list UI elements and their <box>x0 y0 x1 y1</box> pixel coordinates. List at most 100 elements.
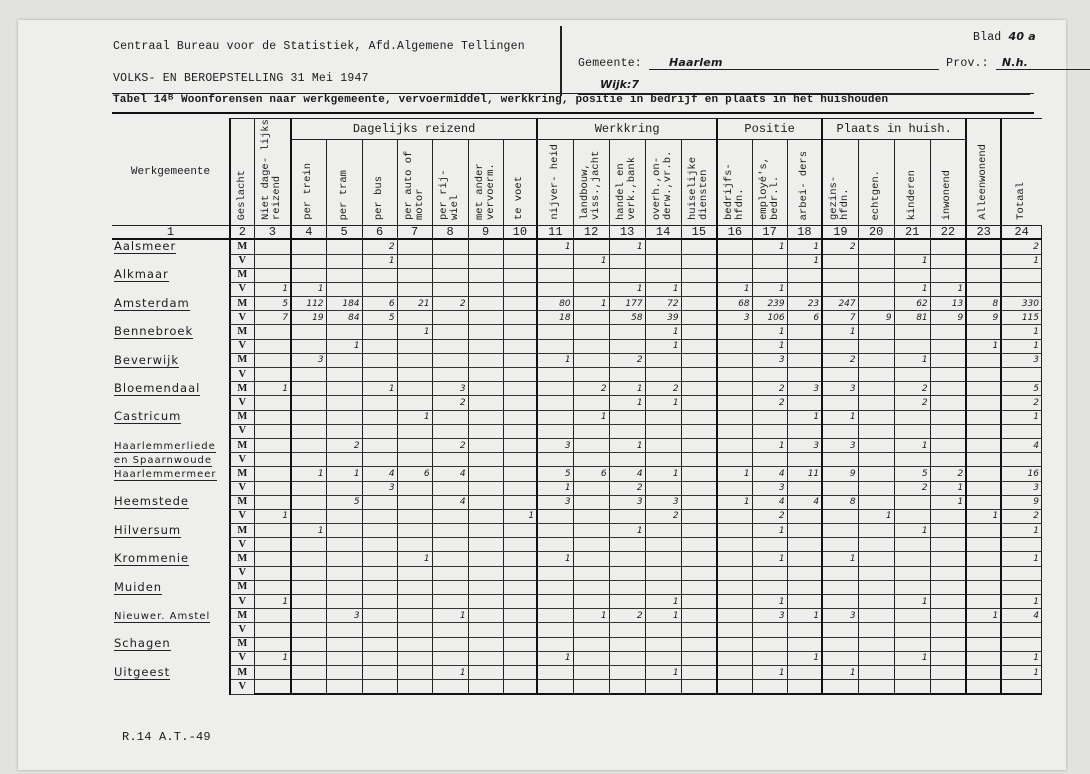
cell-col-6 <box>361 622 398 638</box>
cell-col-22 <box>929 238 967 255</box>
cell-col-3 <box>253 466 292 482</box>
cell-col-18 <box>786 508 823 525</box>
cell-col-7 <box>396 381 433 397</box>
blad-number: Blad 40 a <box>973 30 1036 44</box>
werkgemeente-name <box>112 396 230 410</box>
cell-col-8 <box>431 366 469 383</box>
cell-col-13 <box>608 267 646 283</box>
cell-col-19 <box>821 281 859 298</box>
werkgemeente-name: Haarlemmerliede <box>114 440 216 453</box>
cell-col-20 <box>857 423 895 439</box>
blad-label: Blad <box>973 31 1002 44</box>
cell-col-23 <box>965 366 1002 383</box>
cell-col-11 <box>536 565 574 581</box>
werkgemeente-name <box>112 538 230 552</box>
column-number: 18 <box>786 225 823 240</box>
cell-col-18 <box>786 664 823 681</box>
table-row: V 7 19 84 5 18 58 39 3 106 6 7 9 81 9 9 115 <box>112 310 1043 326</box>
cell-col-9 <box>467 409 504 425</box>
cell-col-22 <box>929 437 967 454</box>
cell-col-6 <box>361 267 398 283</box>
cell-col-10 <box>502 679 538 696</box>
cell-col-15 <box>680 565 718 581</box>
cell-col-12 <box>572 579 610 596</box>
cell-col-17 <box>751 622 788 638</box>
cell-col-22 <box>929 508 967 525</box>
cell-col-17: 1 <box>751 437 788 454</box>
cell-col-8 <box>431 650 469 666</box>
table-row: V <box>112 565 1043 581</box>
cell-col-16 <box>716 537 753 553</box>
cell-col-4 <box>290 636 327 652</box>
cell-col-22 <box>929 593 967 610</box>
cell-col-5: 1 <box>325 466 363 482</box>
cell-col-11 <box>536 664 574 681</box>
geslacht-v: V <box>229 452 255 468</box>
cell-col-15 <box>680 267 718 283</box>
cell-col-16 <box>716 579 753 596</box>
cell-col-15 <box>680 253 718 269</box>
cell-col-5 <box>325 409 363 425</box>
cell-col-7: 6 <box>396 466 433 482</box>
cell-col-5 <box>325 636 363 652</box>
cell-col-11 <box>536 537 574 553</box>
cell-col-6 <box>361 437 398 454</box>
col-header-20: echtgen. <box>857 139 895 226</box>
cell-col-9 <box>467 466 504 482</box>
cell-col-21 <box>893 508 931 525</box>
cell-col-18: 1 <box>786 238 823 255</box>
cell-col-12 <box>572 437 610 454</box>
cell-col-12 <box>572 523 610 539</box>
column-number: 13 <box>608 225 646 240</box>
cell-col-20 <box>857 664 895 681</box>
cell-col-23: 1 <box>965 338 1002 354</box>
cell-col-9 <box>467 593 504 610</box>
cell-col-18 <box>786 352 823 369</box>
col-header-7: per auto of motor <box>396 139 433 226</box>
cell-col-14 <box>644 551 682 567</box>
cell-col-22 <box>929 324 967 340</box>
cell-col-6 <box>361 338 398 354</box>
cell-col-14: 1 <box>644 324 682 340</box>
cell-col-7 <box>396 622 433 638</box>
cell-col-21: 2 <box>893 480 931 496</box>
cell-col-12 <box>572 664 610 681</box>
cell-col-5 <box>325 238 363 255</box>
werkgemeente-name: Alkmaar <box>114 267 169 283</box>
geslacht-v: V <box>229 593 255 610</box>
cell-col-4 <box>290 679 327 696</box>
cell-col-9 <box>467 238 504 255</box>
cell-col-11: 1 <box>536 480 574 496</box>
cell-col-14: 3 <box>644 494 682 510</box>
cell-col-23 <box>965 238 1002 255</box>
cell-col-7 <box>396 579 433 596</box>
cell-col-18 <box>786 622 823 638</box>
cell-col-20 <box>857 622 895 638</box>
cell-col-16 <box>716 523 753 539</box>
cell-col-24: 5 <box>1000 381 1043 397</box>
cell-col-24: 16 <box>1000 466 1043 482</box>
cell-col-13 <box>608 423 646 439</box>
table-row: Bloemendaal M 1 1 3 2 1 2 2 3 3 2 5 <box>112 380 1043 397</box>
cell-col-10 <box>502 664 538 681</box>
cell-col-6 <box>361 579 398 596</box>
cell-col-21 <box>893 565 931 581</box>
cell-col-5: 5 <box>325 494 363 510</box>
cell-col-11 <box>536 366 574 383</box>
cell-col-15 <box>680 466 718 482</box>
cell-col-7 <box>396 508 433 525</box>
cell-col-24 <box>1000 622 1043 638</box>
cell-col-21: 1 <box>893 253 931 269</box>
cell-col-8 <box>431 423 469 439</box>
cell-col-21 <box>893 238 931 255</box>
cell-col-24: 2 <box>1000 508 1043 525</box>
cell-col-7 <box>396 452 433 468</box>
cell-col-7 <box>396 679 433 696</box>
cell-col-11 <box>536 579 574 596</box>
cell-col-3 <box>253 409 292 425</box>
cell-col-15 <box>680 636 718 652</box>
geslacht-v: V <box>229 480 255 496</box>
cell-col-3 <box>253 395 292 411</box>
cell-col-16: 1 <box>716 281 753 298</box>
